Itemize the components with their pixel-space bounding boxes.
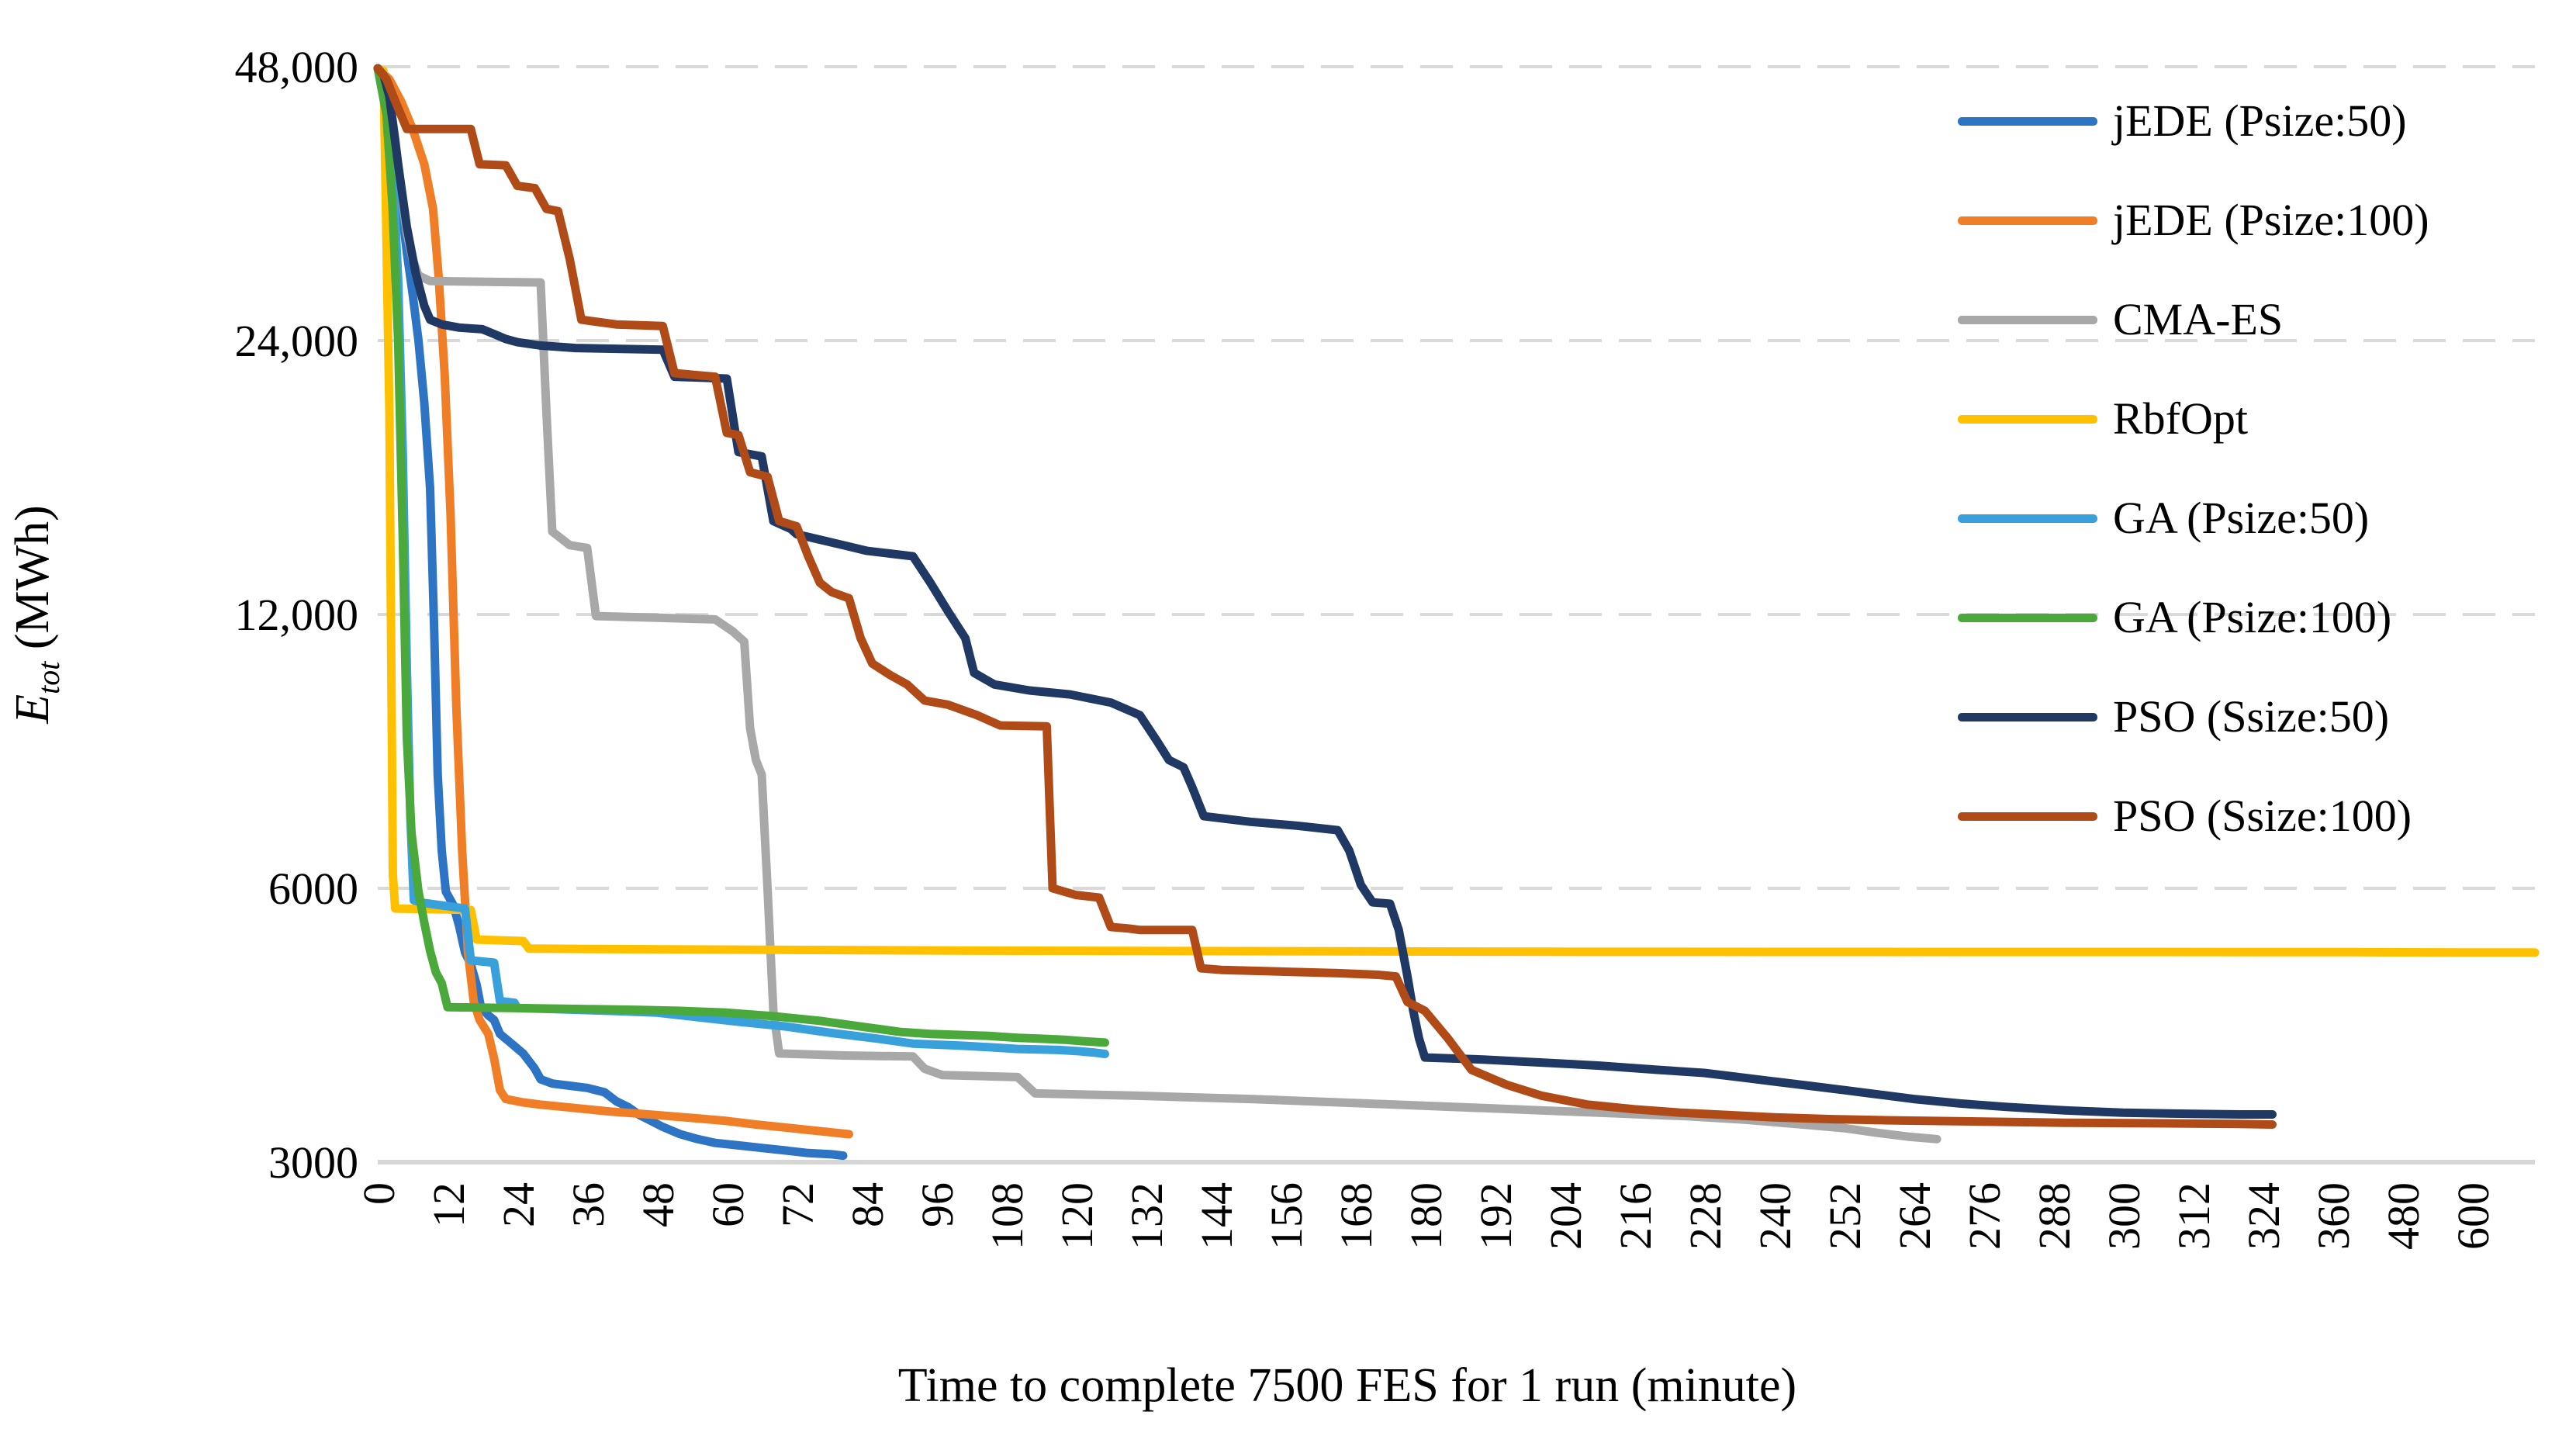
- x-tick-label: 24: [493, 1182, 544, 1227]
- legend-label: PSO (Ssize:50): [2113, 691, 2390, 742]
- y-tick-label: 12,000: [235, 590, 359, 640]
- legend-swatch-pso100: [1958, 811, 2097, 821]
- y-tick-label: 6000: [268, 863, 358, 914]
- legend-swatch-rbfopt: [1958, 414, 2097, 424]
- x-tick-label: 240: [1750, 1182, 1800, 1250]
- legend-item-jede50: jEDE (Psize:50): [1958, 71, 2429, 171]
- legend-swatch-ga50: [1958, 514, 2097, 523]
- y-tick-label: 24,000: [235, 316, 359, 366]
- x-tick-label: 480: [2378, 1182, 2429, 1250]
- series-lines: [373, 64, 2540, 1161]
- x-tick-label: 156: [1261, 1182, 1312, 1250]
- legend-label: GA (Psize:50): [2113, 493, 2370, 543]
- x-tick-label: 48: [633, 1182, 683, 1227]
- legend-item-ga50: GA (Psize:50): [1958, 469, 2429, 568]
- x-tick-label: 108: [982, 1182, 1032, 1250]
- legend-label: PSO (Ssize:100): [2113, 791, 2412, 841]
- y-tick-label: 3000: [268, 1137, 358, 1188]
- x-tick-label: 96: [912, 1182, 963, 1227]
- series-line-pso50: [373, 64, 2277, 1119]
- legend-item-pso50: PSO (Ssize:50): [1958, 667, 2429, 766]
- legend-label: GA (Psize:100): [2113, 592, 2392, 642]
- legend-label: jEDE (Psize:50): [2113, 95, 2407, 146]
- x-tick-label: 84: [842, 1182, 893, 1227]
- x-tick-label: 360: [2308, 1182, 2359, 1250]
- legend-swatch-cmaes: [1958, 315, 2097, 324]
- gridlines: [378, 65, 2535, 1164]
- series-line-rbfopt: [373, 64, 2540, 957]
- legend-item-rbfopt: RbfOpt: [1958, 369, 2429, 469]
- x-tick-label: 228: [1680, 1182, 1731, 1250]
- legend-item-cmaes: CMA-ES: [1958, 270, 2429, 369]
- legend: jEDE (Psize:50) jEDE (Psize:100) CMA-ES Rbf…: [1958, 71, 2429, 866]
- x-axis-tick-labels: 0 12 24 36 48 60 72 84 96 108 120 132 144 156 168 180 19…: [354, 1182, 2498, 1250]
- series-line-ga100: [373, 64, 1109, 1047]
- series-line-cmaes: [373, 64, 1942, 1144]
- legend-item-ga100: GA (Psize:100): [1958, 568, 2429, 667]
- x-tick-label: 288: [2029, 1182, 2080, 1250]
- y-axis-tick-labels: 48,000 24,000 12,000 6000 3000: [235, 42, 359, 1188]
- y-axis-title: Etot (MWh): [6, 505, 66, 725]
- x-tick-label: 144: [1191, 1182, 1242, 1250]
- x-tick-label: 252: [1820, 1182, 1870, 1250]
- x-tick-label: 324: [2239, 1182, 2289, 1250]
- legend-swatch-jede100: [1958, 216, 2097, 225]
- series-line-jede100: [373, 64, 853, 1139]
- x-tick-label: 12: [424, 1182, 474, 1227]
- x-tick-label: 192: [1471, 1182, 1521, 1250]
- legend-label: CMA-ES: [2113, 294, 2284, 344]
- legend-item-pso100: PSO (Ssize:100): [1958, 766, 2429, 866]
- x-tick-label: 0: [354, 1182, 404, 1205]
- x-tick-label: 132: [1122, 1182, 1172, 1250]
- x-tick-label: 36: [563, 1182, 614, 1227]
- x-tick-label: 180: [1401, 1182, 1451, 1250]
- x-tick-label: 312: [2169, 1182, 2219, 1250]
- x-tick-label: 264: [1890, 1182, 1940, 1250]
- legend-label: jEDE (Psize:100): [2113, 195, 2429, 245]
- y-tick-label: 48,000: [235, 42, 359, 92]
- legend-swatch-pso50: [1958, 712, 2097, 721]
- legend-swatch-jede50: [1958, 116, 2097, 126]
- x-tick-label: 600: [2448, 1182, 2498, 1250]
- x-tick-label: 216: [1610, 1182, 1661, 1250]
- series-line-pso100: [373, 64, 2277, 1129]
- x-tick-label: 72: [773, 1182, 823, 1227]
- x-axis-title: Time to complete 7500 FES for 1 run (min…: [898, 1359, 1796, 1412]
- legend-item-jede100: jEDE (Psize:100): [1958, 171, 2429, 270]
- legend-swatch-ga100: [1958, 613, 2097, 622]
- legend-label: RbfOpt: [2113, 393, 2248, 444]
- x-tick-label: 168: [1331, 1182, 1381, 1250]
- x-tick-label: 204: [1540, 1182, 1591, 1250]
- series-line-jede50: [373, 64, 848, 1161]
- x-tick-label: 120: [1052, 1182, 1102, 1250]
- series-line-ga50: [373, 64, 1109, 1058]
- x-tick-label: 60: [703, 1182, 753, 1227]
- x-tick-label: 300: [2099, 1182, 2149, 1250]
- x-tick-label: 276: [1959, 1182, 2010, 1250]
